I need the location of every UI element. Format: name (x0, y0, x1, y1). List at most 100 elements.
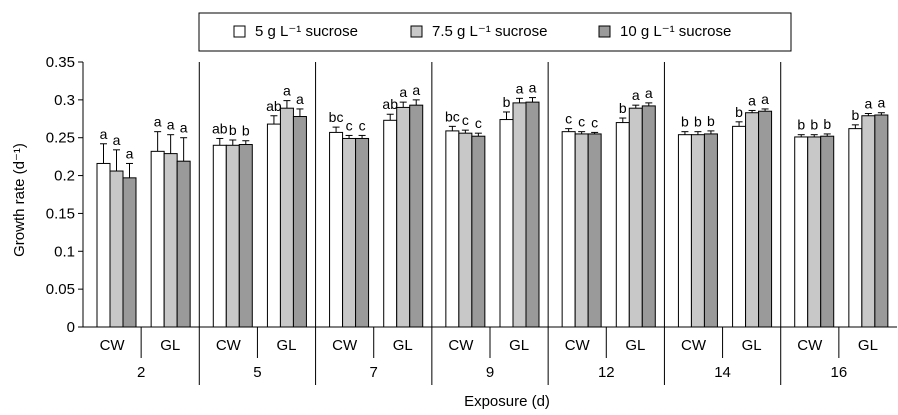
significance-letter: a (154, 114, 162, 130)
x-axis-title: Exposure (d) (464, 393, 550, 410)
significance-letter: b (851, 107, 859, 123)
bar (409, 104, 424, 328)
subgroup-label: GL (393, 337, 413, 354)
legend-label-10g: 10 g L⁻¹ sucrose (620, 23, 731, 40)
bar (266, 123, 281, 328)
significance-letter: a (529, 80, 537, 96)
significance-letter: b (810, 117, 818, 133)
exposure-label: 16 (831, 364, 848, 381)
subgroup-label: GL (742, 337, 762, 354)
significance-letter: a (877, 95, 885, 111)
significance-letter: ab (212, 120, 228, 136)
bar (848, 128, 863, 328)
significance-letter: a (167, 117, 175, 133)
significance-letter: b (681, 114, 689, 130)
legend: 5 g L⁻¹ sucrose 7.5 g L⁻¹ sucrose 10 g L… (198, 12, 792, 52)
bar (150, 150, 165, 328)
bar (225, 144, 240, 328)
significance-letter: a (100, 126, 108, 142)
significance-letter: c (462, 112, 469, 128)
bar (525, 101, 540, 328)
y-axis: 0 0.05 0.1 0.15 0.2 0.25 0.3 0.35 (46, 54, 84, 336)
y-tick-label: 0.1 (54, 243, 75, 260)
significance-letter: c (565, 111, 572, 127)
bar (794, 136, 809, 328)
bar (396, 106, 411, 328)
significance-letter: c (591, 114, 598, 130)
significance-letter: bc (329, 109, 344, 125)
y-tick-label: 0.05 (46, 281, 75, 298)
bar (641, 105, 656, 328)
exposure-label: 7 (370, 364, 378, 381)
bar (861, 115, 876, 328)
bar (212, 144, 227, 328)
significance-letter: b (707, 113, 715, 129)
significance-letter: a (296, 91, 304, 107)
subgroup-label: GL (276, 337, 296, 354)
bar (677, 134, 692, 328)
exposure-label: 12 (598, 364, 615, 381)
bar (758, 110, 773, 328)
significance-letter: b (735, 104, 743, 120)
significance-letter: b (619, 100, 627, 116)
significance-letter: ab (266, 98, 282, 114)
significance-letter: c (359, 117, 366, 133)
bar (574, 133, 589, 328)
exposure-label: 5 (253, 364, 261, 381)
subgroup-label: CW (332, 337, 358, 354)
significance-letter: a (864, 95, 872, 111)
exposure-label: 9 (486, 364, 494, 381)
significance-letter: b (242, 123, 250, 139)
bar (499, 119, 514, 328)
bar (458, 132, 473, 328)
exposure-label: 2 (137, 364, 145, 381)
significance-letter: a (412, 82, 420, 98)
bar (745, 112, 760, 328)
y-tick-label: 0 (67, 319, 75, 336)
y-axis-title: Growth rate (d⁻¹) (11, 143, 28, 257)
bar (703, 133, 718, 328)
significance-letter: c (475, 115, 482, 131)
significance-letter: a (645, 85, 653, 101)
legend-box (198, 12, 792, 52)
bar (628, 107, 643, 328)
y-tick-label: 0.2 (54, 168, 75, 185)
bar (109, 170, 124, 328)
bar (96, 162, 111, 328)
legend-label-7-5g: 7.5 g L⁻¹ sucrose (432, 23, 547, 40)
significance-letter: a (180, 120, 188, 136)
y-tick-label: 0.3 (54, 92, 75, 109)
significance-letter: b (694, 114, 702, 130)
significance-letter: a (761, 91, 769, 107)
legend-swatch-7-5g (410, 25, 423, 38)
legend-label-5g: 5 g L⁻¹ sucrose (255, 23, 358, 40)
subgroup-label: GL (509, 337, 529, 354)
bar (471, 135, 486, 328)
bar (690, 134, 705, 328)
bar (445, 130, 460, 328)
significance-letter: bc (445, 108, 460, 124)
subgroup-label: CW (216, 337, 242, 354)
y-tick-label: 0.35 (46, 54, 75, 71)
bar (279, 107, 294, 328)
subgroup-label: CW (448, 337, 474, 354)
bar (238, 144, 253, 328)
significance-letter: b (797, 117, 805, 133)
bar (615, 122, 630, 328)
significance-letter: a (113, 132, 121, 148)
y-tick-label: 0.15 (46, 205, 75, 222)
subgroup-label: GL (625, 337, 645, 354)
bar (329, 131, 344, 328)
significance-letter: c (346, 117, 353, 133)
bar (383, 119, 398, 328)
significance-letter: a (632, 87, 640, 103)
significance-letter: a (399, 84, 407, 100)
bar (512, 102, 527, 328)
bar (342, 137, 357, 328)
significance-letter: b (503, 94, 511, 110)
significance-letter: a (126, 145, 134, 161)
subgroup-label: CW (565, 337, 591, 354)
significance-letter: b (823, 116, 831, 132)
significance-letter: c (578, 114, 585, 130)
